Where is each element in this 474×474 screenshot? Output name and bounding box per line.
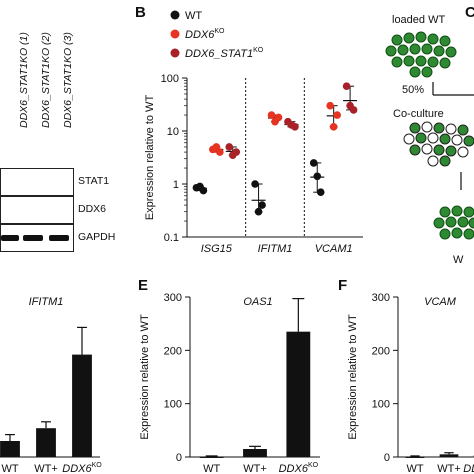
panel-f-title: VCAM xyxy=(424,296,457,308)
x-tick-label: DDX6KO xyxy=(62,462,102,474)
data-point xyxy=(254,207,263,216)
data-point xyxy=(316,188,325,197)
legend-label-2: DDX6_STAT1KO xyxy=(185,47,264,60)
panel-e-y-tick-label-3: 300 xyxy=(164,292,182,304)
bar xyxy=(199,456,224,458)
panel-e-letter: E xyxy=(138,277,148,294)
legend-marker-0 xyxy=(170,10,180,20)
gene-label-1: IFITM1 xyxy=(258,243,293,255)
data-point xyxy=(291,123,299,131)
panel-c: C loaded WT 50% Co-culture W xyxy=(375,0,474,280)
panel-f-y-tick-label-3: 300 xyxy=(372,292,390,304)
schematic xyxy=(385,31,474,240)
panel-f-y-label: Expression relative to WT xyxy=(347,314,359,440)
legend-marker-1 xyxy=(170,29,180,39)
data-point xyxy=(329,123,338,131)
data-point xyxy=(199,186,208,195)
blot-gapdh xyxy=(0,224,74,252)
data-point xyxy=(258,201,266,209)
gene-label-2: VCAM1 xyxy=(315,243,353,255)
gapdh-band-1 xyxy=(1,235,19,241)
lane-label-1: DDX6_STAT1KO (1) xyxy=(18,32,30,128)
bar xyxy=(405,456,425,458)
blot-ddx6 xyxy=(0,196,74,224)
panel-b-letter: B xyxy=(135,4,146,21)
data-point xyxy=(342,82,351,91)
panel-e-title: OAS1 xyxy=(243,296,272,308)
y-tick-label-0: 0.1 xyxy=(164,232,179,244)
panel-a: DDX6_STAT1KO (1) DDX6_STAT1KO (2) DDX6_S… xyxy=(0,0,135,252)
bar xyxy=(286,331,311,457)
bar xyxy=(243,449,267,457)
x-tick-label: WT+ xyxy=(243,463,267,474)
panel-f-y-tick-label-0: 0 xyxy=(384,452,390,464)
data-point xyxy=(309,159,318,167)
gapdh-band-2 xyxy=(23,235,43,241)
data-point xyxy=(216,148,224,156)
data-point xyxy=(349,106,358,114)
blot-stat1 xyxy=(0,168,74,196)
cell-cluster-coculture xyxy=(403,121,474,167)
data-point xyxy=(267,111,276,119)
wt-partial-label: W xyxy=(453,254,464,266)
data-point xyxy=(232,148,241,156)
scatter-plot: WT DDX6KO DDX6_STAT1KO 0.1 1 10 100 Expression … xyxy=(144,10,363,255)
panel-e-y-label: Expression relative to WT xyxy=(139,314,151,440)
data-point xyxy=(326,101,334,110)
bar xyxy=(0,441,20,457)
gapdh-band-3 xyxy=(49,235,69,241)
panel-d-title: IFITM1 xyxy=(29,296,64,308)
lane-label-2: DDX6_STAT1KO (2) xyxy=(40,32,52,128)
data-point xyxy=(333,111,341,119)
panel-e-y-tick-label-1: 100 xyxy=(164,399,182,411)
data-point xyxy=(251,180,259,188)
x-tick-label: DDX6KO xyxy=(279,462,319,474)
y-tick-label-2: 10 xyxy=(167,126,179,138)
panel-c-letter: C xyxy=(465,4,474,21)
bar xyxy=(72,354,92,457)
x-tick-label: WT+ xyxy=(437,463,461,474)
data-point xyxy=(313,172,322,181)
y-tick-label-1: 1 xyxy=(173,179,179,191)
x-tick-label: DDX6KO xyxy=(463,462,474,474)
y-tick-label-3: 100 xyxy=(161,73,179,85)
data-point xyxy=(225,143,234,151)
panel-e-y-tick-label-0: 0 xyxy=(176,452,182,464)
coculture-label: Co-culture xyxy=(393,108,444,120)
panel-f-y-tick-label-2: 200 xyxy=(372,345,390,357)
gene-label-0: ISG15 xyxy=(201,243,233,255)
panel-e-y-tick-label-2: 200 xyxy=(164,345,182,357)
y-axis-label: Expression relative to WT xyxy=(144,95,156,221)
lane-label-3: DDX6_STAT1KO (3) xyxy=(62,32,74,128)
panel-b: B WT DDX6KO DDX6_STAT1KO 0.1 1 10 100 Expressio… xyxy=(135,0,375,280)
bar xyxy=(439,454,459,457)
x-tick-label: WT xyxy=(406,463,423,474)
x-tick-label: WT xyxy=(203,463,220,474)
cell-cluster-bottom xyxy=(433,205,474,240)
blot-label-ddx6: DDX6 xyxy=(78,203,107,215)
legend-marker-2 xyxy=(170,48,180,58)
legend-label-1: DDX6KO xyxy=(185,28,225,41)
panel-f-letter: F xyxy=(338,277,347,294)
blot-label-gapdh: GAPDH xyxy=(78,231,116,243)
fraction-label: 50% xyxy=(402,84,425,96)
x-tick-label: WT+ xyxy=(34,463,58,474)
cell-cluster-top xyxy=(385,31,457,78)
legend-label-0: WT xyxy=(185,10,202,22)
loaded-wt-label: loaded WT xyxy=(392,14,446,26)
panel-f-y-tick-label-1: 100 xyxy=(372,399,390,411)
bar xyxy=(36,428,56,457)
blot-label-stat1: STAT1 xyxy=(78,175,110,187)
data-point xyxy=(274,113,283,122)
x-tick-label: WT xyxy=(1,463,18,474)
